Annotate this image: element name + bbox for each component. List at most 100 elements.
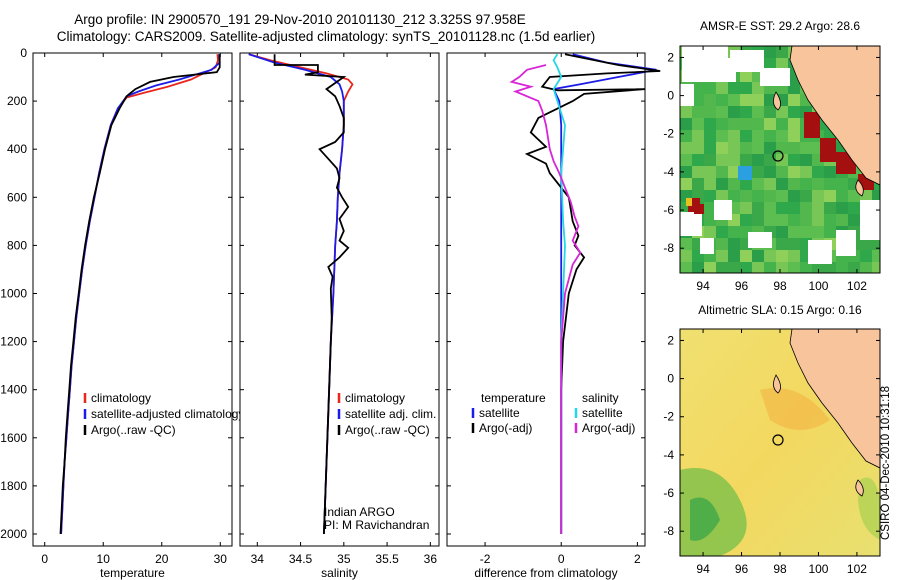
sst-cell xyxy=(824,226,836,238)
sst-cell xyxy=(740,202,752,214)
sst-cell xyxy=(812,214,824,226)
sst-cell xyxy=(692,82,704,94)
sst-cell xyxy=(776,202,788,214)
sst-cell xyxy=(764,130,776,142)
sst-cell xyxy=(704,262,716,273)
sla-map-anomaly-east xyxy=(858,477,880,540)
sst-cell xyxy=(728,118,740,130)
sst-cell xyxy=(824,214,836,226)
sst-cell xyxy=(812,178,824,190)
sst-cell xyxy=(788,82,800,94)
sst-cell xyxy=(740,94,752,106)
sst-cell xyxy=(776,190,788,202)
map-x-tick-label: 98 xyxy=(773,279,787,293)
sst-cell xyxy=(728,178,740,190)
salinity-series-2 xyxy=(273,54,350,535)
difference-xlabel: difference from climatology xyxy=(474,566,617,580)
sst-cell xyxy=(728,262,740,273)
sst-cell xyxy=(788,130,800,142)
sst-cell xyxy=(860,262,872,273)
y-tick-label: 400 xyxy=(7,142,27,156)
sst-cell xyxy=(776,262,788,273)
sst-cell xyxy=(728,250,740,262)
sst-cell xyxy=(716,250,728,262)
sst-cell xyxy=(872,262,880,273)
map-y-tick-label: 0 xyxy=(667,89,674,103)
sst-cell xyxy=(680,130,692,142)
x-tick-label: 2 xyxy=(634,552,641,566)
sst-cell xyxy=(764,178,776,190)
sst-cell xyxy=(788,202,800,214)
sst-cell xyxy=(836,262,848,273)
sst-map-ticks: 94 96 98 100 102 2 0 -2 -4 -6 -8 xyxy=(663,46,880,293)
sst-cell xyxy=(716,166,728,178)
sst-cell xyxy=(752,190,764,202)
sst-cell xyxy=(680,154,692,166)
sla-map: Altimetric SLA: 0.15 Argo: 0.16 94 96 98 10… xyxy=(663,303,881,576)
sst-map-argo-marker xyxy=(772,150,784,162)
y-tick-label: 1000 xyxy=(0,286,27,300)
salinity-annotation-0: Indian ARGO xyxy=(324,505,395,519)
sst-cell xyxy=(848,262,860,273)
temperature-xlabel: temperature xyxy=(100,566,165,580)
sst-cell xyxy=(776,178,788,190)
sst-cell xyxy=(764,166,776,178)
sst-cell xyxy=(872,190,880,202)
map-y-tick-label: -8 xyxy=(663,241,674,255)
sst-no-data xyxy=(836,230,856,256)
sst-cell xyxy=(752,130,764,142)
diff-legend-header-salinity: salinity xyxy=(582,391,619,405)
sst-cell xyxy=(836,190,848,202)
sst-warm-cell xyxy=(836,160,856,174)
sst-cell xyxy=(752,166,764,178)
sst-cell xyxy=(740,82,752,94)
y-tick-label: 800 xyxy=(7,238,27,252)
sst-cell xyxy=(788,190,800,202)
sst-cell xyxy=(728,142,740,154)
sst-warm-cell xyxy=(694,204,704,214)
sst-cell xyxy=(800,202,812,214)
sst-no-data xyxy=(730,50,764,72)
sst-no-data xyxy=(760,68,790,86)
map-x-tick-label: 94 xyxy=(696,562,710,576)
sst-cell xyxy=(692,106,704,118)
sst-cell xyxy=(788,250,800,262)
x-tick-label: 34 xyxy=(251,552,265,566)
sst-cell xyxy=(800,154,812,166)
sst-cell xyxy=(776,214,788,226)
sst-cell xyxy=(704,118,716,130)
sst-cell xyxy=(764,262,776,273)
sst-cell xyxy=(740,154,752,166)
sst-cell xyxy=(764,250,776,262)
sst-cell xyxy=(704,142,716,154)
sst-cell xyxy=(728,238,740,250)
y-tick-label: 1800 xyxy=(0,479,27,493)
sst-cell xyxy=(740,262,752,273)
sst-cell xyxy=(740,130,752,142)
sst-cell xyxy=(728,226,740,238)
map-y-tick-label: -6 xyxy=(663,486,674,500)
x-tick-label: 35.5 xyxy=(375,552,399,566)
map-x-tick-label: 96 xyxy=(735,279,749,293)
sst-map-title: AMSR-E SST: 29.2 Argo: 28.6 xyxy=(700,19,860,33)
sst-cell xyxy=(716,118,728,130)
sst-cell xyxy=(800,142,812,154)
sst-cell xyxy=(788,226,800,238)
sst-cell xyxy=(776,166,788,178)
sst-cell xyxy=(848,202,860,214)
sst-cell xyxy=(716,178,728,190)
sst-cell xyxy=(788,94,800,106)
y-tick-label: 1200 xyxy=(0,335,27,349)
sst-cell xyxy=(800,262,812,273)
sst-cell xyxy=(752,118,764,130)
sst-cell xyxy=(704,130,716,142)
diff-legend-2-label: satellite xyxy=(582,406,623,420)
difference-series-3 xyxy=(509,64,582,534)
diff-legend-header-temperature: temperature xyxy=(481,391,546,405)
y-tick-label: 1400 xyxy=(0,383,27,397)
difference-panel: -2 0 2 difference from climatology temperatu… xyxy=(446,52,661,580)
map-x-tick-label: 100 xyxy=(808,279,828,293)
difference-series-1 xyxy=(524,53,661,534)
sst-cell xyxy=(848,190,860,202)
map-x-tick-label: 94 xyxy=(696,279,710,293)
